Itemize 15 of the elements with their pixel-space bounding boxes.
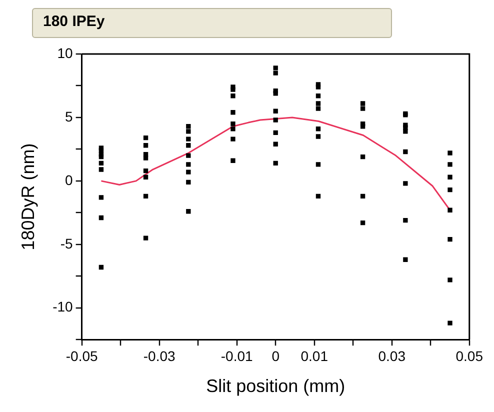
y-tick-label: 10 (57, 44, 74, 61)
x-tick-label: -0.05 (66, 348, 98, 364)
x-tick-label: -0.01 (220, 348, 254, 364)
x-tick-label: 0 (272, 348, 280, 364)
y-tick-label: 5 (65, 108, 74, 124)
y-axis-title: 180DyR (nm) (18, 143, 38, 250)
x-tick-label: 0.05 (456, 348, 484, 364)
y-tick-label: -10 (52, 298, 74, 315)
x-tick-label: 0.01 (300, 348, 328, 364)
y-tick-label: -5 (60, 235, 74, 252)
y-tick-label: 0 (65, 172, 74, 188)
x-tick-label: -0.03 (143, 348, 176, 364)
x-tick-label: 0.03 (378, 348, 406, 364)
chart-title: 180 IPEy (32, 8, 392, 38)
x-axis-title: Slit position (mm) (206, 376, 346, 396)
